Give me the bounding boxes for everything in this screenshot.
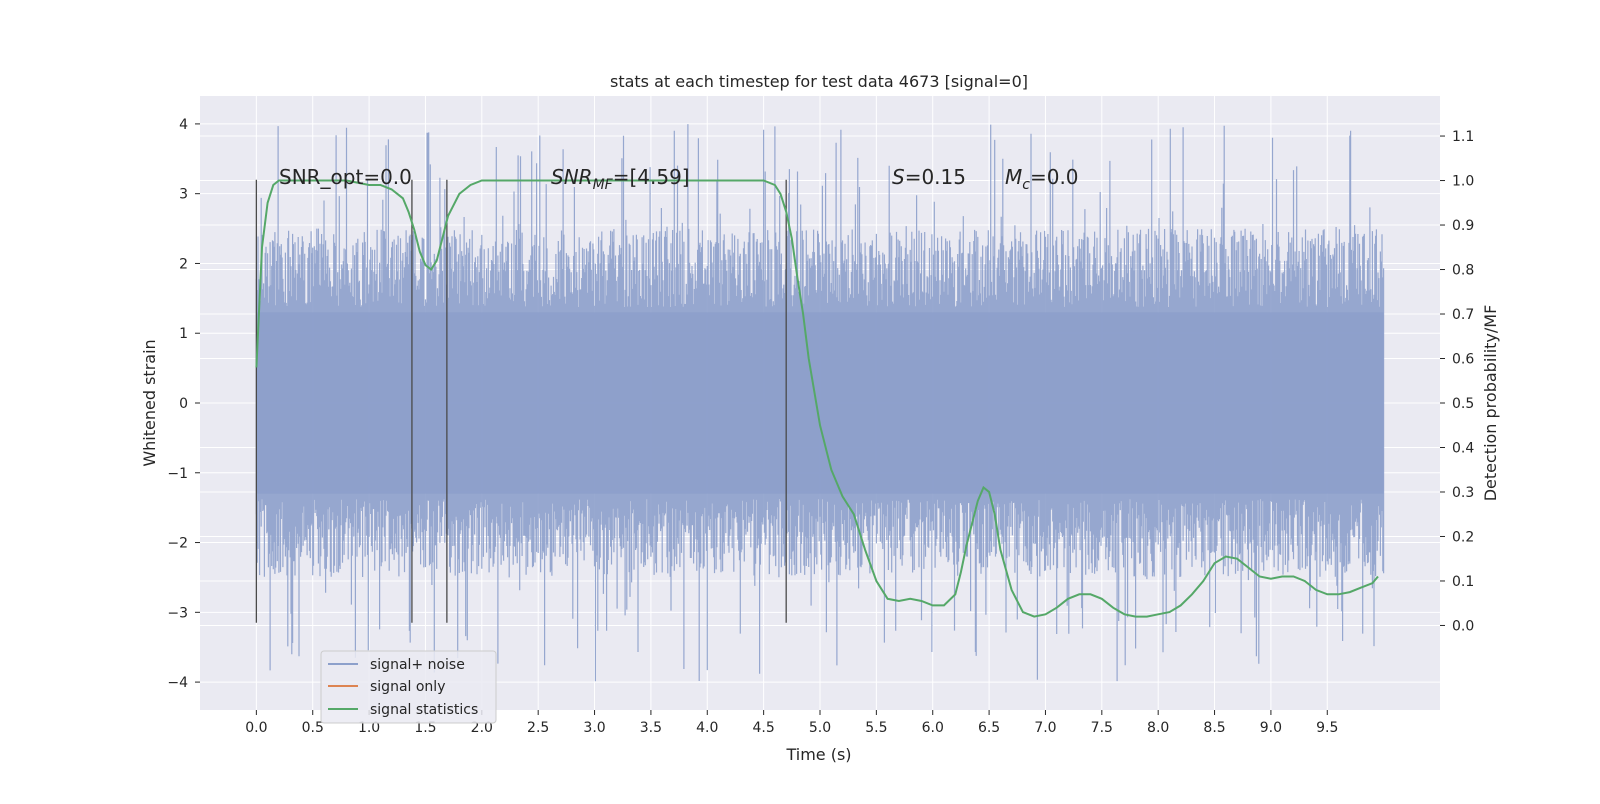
- legend-label-noise: signal+ noise: [370, 657, 465, 673]
- x-tick-label: 8.0: [1147, 720, 1169, 736]
- y-tick-label-left: 0: [179, 396, 188, 412]
- y-axis-label-left: Whitened strain: [140, 339, 159, 466]
- x-tick-label: 5.0: [809, 720, 831, 736]
- y-tick-label-right: 0.7: [1452, 307, 1474, 323]
- x-tick-label: 0.0: [245, 720, 267, 736]
- legend: signal+ noise signal only signal statist…: [320, 650, 497, 724]
- legend-label-statistics: signal statistics: [370, 702, 478, 718]
- y-tick-label-right: 0.2: [1452, 529, 1474, 545]
- y-tick-label-left: −3: [167, 605, 188, 621]
- x-tick-label: 9.5: [1316, 720, 1338, 736]
- x-tick-label: 4.0: [696, 720, 718, 736]
- y-tick-label-right: 0.6: [1452, 352, 1474, 368]
- y-tick-label-right: 0.4: [1452, 440, 1474, 456]
- snr-mf-rest: =[4.59]: [613, 165, 690, 189]
- x-ticks: 0.0 0.5 1.0 1.5 2.0 2.5 3.0 3.5 4.0 4.5 5.0 5.5 6.0 6…: [245, 710, 1338, 736]
- x-tick-label: 8.5: [1203, 720, 1225, 736]
- y-tick-label-right: 1.1: [1452, 129, 1474, 145]
- annotation-mc: Mc=0.0: [1005, 165, 1079, 193]
- x-tick-label: 3.0: [583, 720, 605, 736]
- x-tick-label: 2.5: [527, 720, 549, 736]
- y-tick-label-right: 0.3: [1452, 485, 1474, 501]
- legend-label-signal-only: signal only: [370, 679, 445, 695]
- y-tick-label-left: 2: [179, 256, 188, 272]
- y-tick-label-left: −4: [167, 675, 188, 691]
- x-tick-label: 6.5: [978, 720, 1000, 736]
- mc-rest: =0.0: [1030, 165, 1079, 189]
- y-ticks-right: 0.0 0.1 0.2 0.3 0.4 0.5 0.6 0.7 0.8 0.9 1.0 1.1: [1440, 129, 1474, 634]
- x-tick-label: 5.5: [865, 720, 887, 736]
- y-tick-label-left: 1: [179, 326, 188, 342]
- y-tick-label-right: 1.0: [1452, 174, 1474, 190]
- x-tick-label: 3.5: [640, 720, 662, 736]
- y-tick-label-right: 0.9: [1452, 218, 1474, 234]
- mc-italic: M: [1005, 165, 1022, 189]
- chart-title: stats at each timestep for test data 467…: [610, 72, 1028, 91]
- y-tick-label-left: 3: [179, 187, 188, 203]
- vertical-markers: [255, 179, 787, 623]
- statistics-line: [255, 179, 1379, 618]
- x-tick-label: 0.5: [302, 720, 324, 736]
- y-tick-label-left: −2: [167, 536, 188, 552]
- statistics-series: [255, 179, 1379, 618]
- x-tick-label: 7.5: [1091, 720, 1113, 736]
- y-tick-label-right: 0.1: [1452, 574, 1474, 590]
- snr-mf-sub: MF: [593, 177, 614, 193]
- annotation-snr-mf: SNRMF=[4.59]: [551, 165, 690, 193]
- legend-box: [320, 650, 497, 724]
- s-italic: S: [892, 165, 905, 189]
- x-axis-label: Time (s): [785, 745, 851, 764]
- x-tick-label: 9.0: [1260, 720, 1282, 736]
- s-rest: =0.15: [905, 165, 966, 189]
- y-tick-label-left: −1: [167, 466, 188, 482]
- y-tick-label-right: 0.0: [1452, 618, 1474, 634]
- noise-series: [255, 124, 1385, 682]
- y-tick-label-right: 0.5: [1452, 396, 1474, 412]
- annotation-s: S=0.15: [892, 165, 966, 189]
- snr-mf-main: SNR: [551, 165, 593, 189]
- y-ticks-left: −4 −3 −2 −1 0 1 2 3 4: [167, 117, 200, 691]
- x-tick-label: 1.5: [414, 720, 436, 736]
- y-tick-label-right: 0.8: [1452, 263, 1474, 279]
- annotation-snr-opt: SNR_opt=0.0: [279, 165, 412, 189]
- y-tick-label-left: 4: [179, 117, 188, 133]
- mc-sub: c: [1022, 177, 1030, 193]
- x-tick-label: 7.0: [1034, 720, 1056, 736]
- x-tick-label: 4.5: [753, 720, 775, 736]
- x-tick-label: 1.0: [358, 720, 380, 736]
- x-tick-label: 2.0: [471, 720, 493, 736]
- x-tick-label: 6.0: [922, 720, 944, 736]
- y-axis-label-right: Detection probability/MF: [1481, 305, 1500, 502]
